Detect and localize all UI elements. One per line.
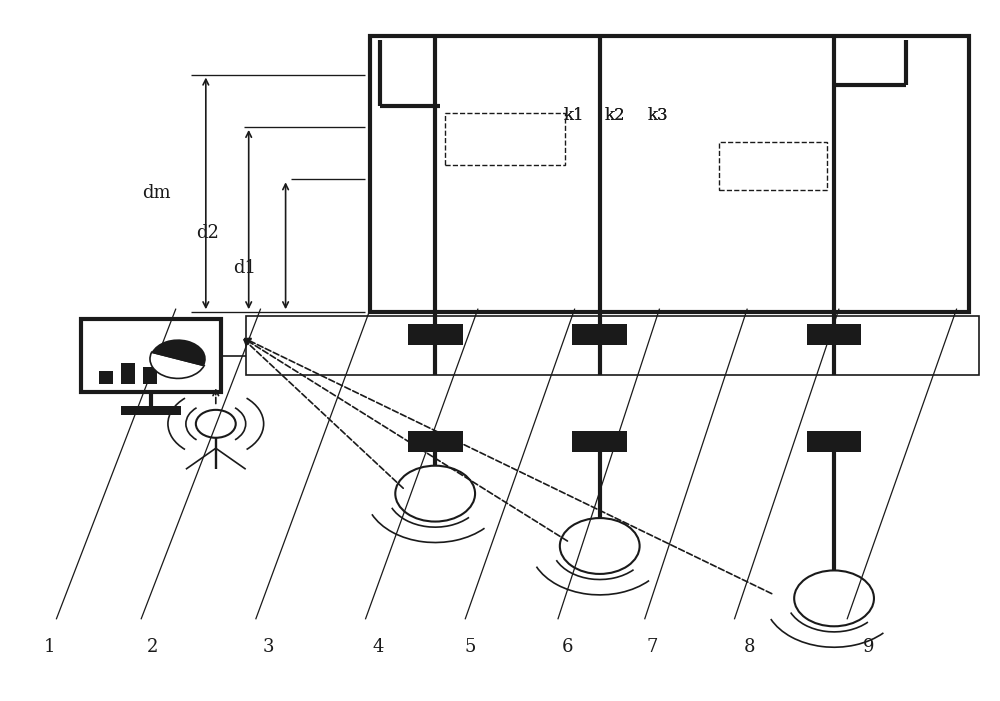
Bar	[719, 142, 827, 190]
Bar	[445, 113, 565, 165]
Bar	[99, 372, 113, 384]
Bar	[408, 431, 463, 451]
Text: k3: k3	[647, 107, 668, 124]
Text: k1: k1	[563, 107, 584, 124]
Text: 9: 9	[863, 638, 875, 656]
Text: 5: 5	[464, 638, 476, 656]
Text: k3: k3	[647, 107, 668, 124]
Bar	[121, 406, 181, 415]
Bar	[246, 315, 979, 375]
Bar	[807, 324, 861, 345]
Bar	[572, 324, 627, 345]
Bar	[572, 431, 627, 451]
Text: d1: d1	[233, 259, 256, 277]
Text: 1: 1	[44, 638, 55, 656]
Text: 2: 2	[147, 638, 159, 656]
Bar	[408, 324, 463, 345]
Text: k2: k2	[604, 107, 625, 124]
Bar	[81, 319, 221, 393]
Text: 8: 8	[744, 638, 755, 656]
Text: d2: d2	[196, 224, 219, 243]
Text: k1: k1	[563, 107, 584, 124]
Text: dm: dm	[142, 184, 171, 203]
Wedge shape	[152, 339, 206, 365]
Bar	[807, 431, 861, 451]
Bar	[370, 36, 969, 312]
Text: k2: k2	[604, 107, 625, 124]
Text: 6: 6	[562, 638, 574, 656]
Text: 7: 7	[647, 638, 658, 656]
Wedge shape	[150, 352, 204, 379]
Text: 4: 4	[373, 638, 384, 656]
Text: 3: 3	[263, 638, 274, 656]
Bar	[143, 367, 157, 384]
Bar	[121, 363, 135, 384]
